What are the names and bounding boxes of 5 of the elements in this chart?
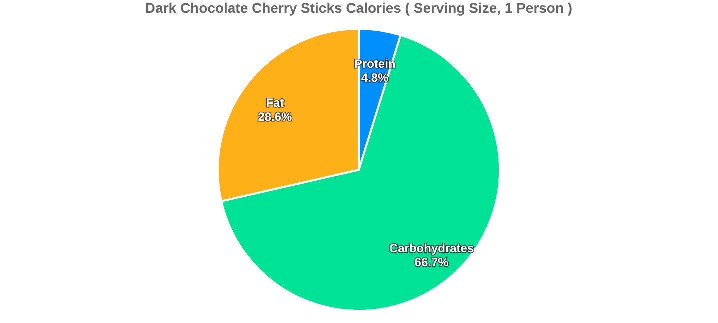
chart-title: Dark Chocolate Cherry Sticks Calories ( Serving Size, 1 Person ) [145,0,573,16]
slice-label: Fat [266,96,284,110]
data-label: 28.6% [258,110,293,124]
data-label: 66.7% [414,256,450,270]
slice-label: Carbohydrates [389,242,474,256]
